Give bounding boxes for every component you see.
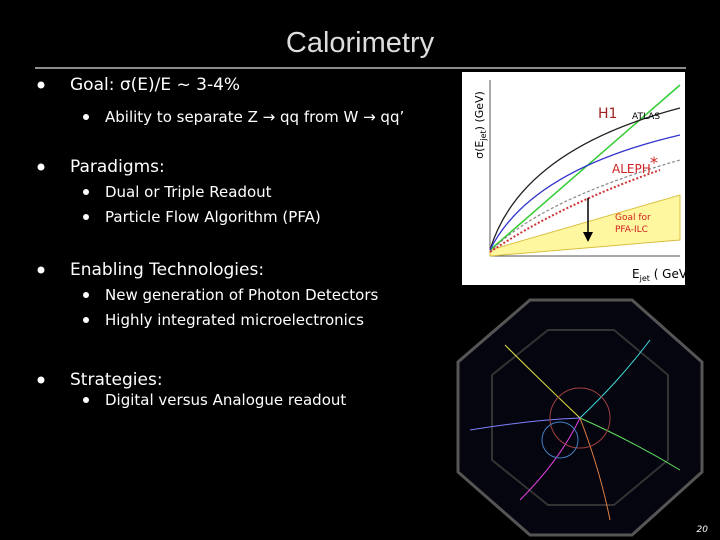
bullet-text: Paradigms: <box>70 157 165 177</box>
curve <box>489 134 681 251</box>
sub-bullet-text: Dual or Triple Readout <box>105 183 272 201</box>
goal-band <box>489 194 681 257</box>
sub-bullet-marker <box>83 114 89 120</box>
track <box>579 339 651 419</box>
track <box>579 417 611 521</box>
bullet-text: Goal: σ(E)/E ~ 3-4% <box>70 75 240 95</box>
bullet-marker <box>37 81 45 89</box>
curve <box>489 107 681 251</box>
bullet-text: Enabling Technologies: <box>70 260 264 280</box>
detector-inner <box>491 329 669 506</box>
sub-bullet-text: Particle Flow Algorithm (PFA) <box>105 208 321 226</box>
aleph-star: * <box>650 153 658 172</box>
bullet-marker <box>37 266 45 274</box>
goal-label: Goal for <box>615 213 651 223</box>
bullet-list: Goal: σ(E)/E ~ 3-4% Ability to separate Z… <box>37 75 404 409</box>
bullet-text: Strategies: <box>70 370 163 390</box>
x-label-rest: ( GeV) <box>650 267 692 281</box>
track <box>469 417 581 431</box>
sub-bullet-marker <box>83 397 89 403</box>
y-label-main: σ(E <box>473 141 486 159</box>
h1-label: H1 <box>598 106 617 122</box>
sub-bullet-text: Digital versus Analogue readout <box>105 391 346 409</box>
track <box>579 417 681 471</box>
track-loop <box>549 387 611 449</box>
atlas-label: ATLAS <box>632 112 660 122</box>
sub-bullet-text: New generation of Photon Detectors <box>105 286 378 304</box>
goal-label: PFA-ILC <box>615 225 648 235</box>
slide-title: Calorimetry <box>286 27 435 59</box>
x-label-sub: jet <box>639 274 650 283</box>
sub-bullet-marker <box>83 189 89 195</box>
bullet-marker <box>37 376 45 384</box>
track-loop <box>541 421 579 459</box>
event-display <box>456 298 704 537</box>
sub-bullet-text: Ability to separate Z → qq from W → qq’ <box>105 108 404 126</box>
sub-bullet-marker <box>83 214 89 220</box>
y-axis-label: σ(Ejet) (GeV) <box>473 91 488 159</box>
page-number: 20 <box>697 525 709 535</box>
curve <box>489 84 681 251</box>
y-label-rest: ) (GeV) <box>473 91 486 130</box>
bullet-marker <box>37 163 45 171</box>
y-label-sub: jet <box>479 130 488 141</box>
resolution-figure: σ(Ejet) (GeV) H1 ATLAS ALEPH * Goal for … <box>462 72 692 285</box>
sub-bullet-marker <box>83 317 89 323</box>
sub-bullet-marker <box>83 292 89 298</box>
x-axis-label: Ejet ( GeV) <box>632 267 692 283</box>
arrow-head <box>583 232 593 242</box>
track <box>519 417 581 501</box>
aleph-label: ALEPH <box>612 162 651 176</box>
x-label-main: E <box>632 267 640 281</box>
curve <box>489 169 661 253</box>
sub-bullet-text: Highly integrated microelectronics <box>105 311 364 329</box>
track <box>504 344 581 419</box>
